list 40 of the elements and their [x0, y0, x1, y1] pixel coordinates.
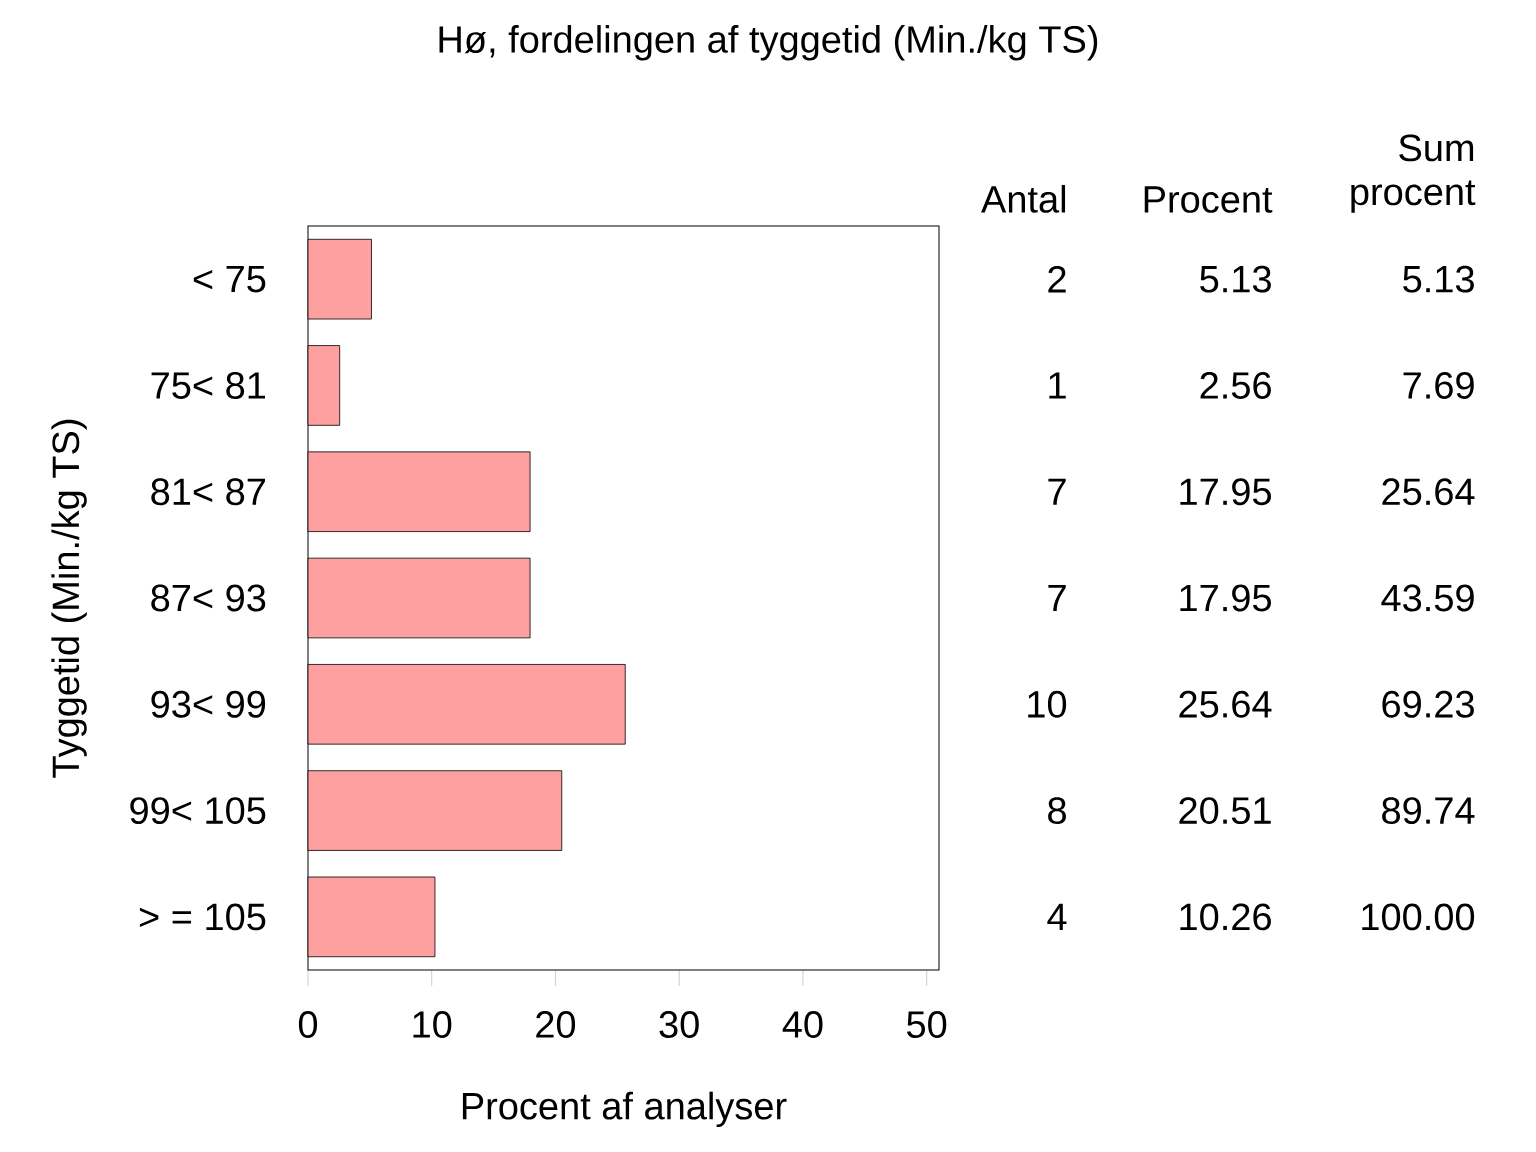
text: Procent	[1144, 186, 1273, 213]
data-label: 20.51	[1179, 797, 1271, 825]
text: Sum procent	[1351, 134, 1476, 213]
y-tick-label: 93< 99	[151, 690, 266, 718]
text: Antal	[981, 184, 1066, 213]
x-tick-label: 0	[298, 1011, 318, 1038]
data-label: 17.95	[1180, 584, 1271, 612]
x-tick-label: 50	[907, 1011, 947, 1038]
data-label: 5.13	[1200, 265, 1271, 293]
text: 10	[1028, 690, 1067, 718]
y-tick-label: 99< 105	[130, 797, 266, 825]
text: 7	[1048, 478, 1066, 505]
data-label: 25.64	[1179, 690, 1272, 718]
y-tick-label: > = 105	[139, 903, 266, 931]
text: 25.64	[1382, 478, 1475, 506]
text: 7.69	[1403, 371, 1474, 399]
y-axis-title: Tyggetid (Min./kg TS)	[51, 419, 87, 778]
text: 4	[1047, 903, 1067, 930]
x-axis-title: Procent af analyser	[462, 1091, 787, 1128]
text: 43.59	[1381, 584, 1474, 612]
text: 7	[1048, 584, 1066, 612]
y-tick-label: < 75	[193, 265, 266, 293]
text: 89.74	[1382, 797, 1475, 825]
text: 69.23	[1382, 690, 1474, 718]
x-tick-label: 30	[659, 1011, 699, 1038]
chart-title: Hø, fordelingen af tyggetid (Min./kg TS)	[439, 25, 1098, 61]
x-tick-label: 10	[413, 1011, 452, 1038]
text: 2	[1048, 265, 1066, 293]
y-tick-label: 87< 93	[151, 584, 266, 612]
x-tick-label: 40	[782, 1011, 823, 1038]
data-label: 17.95	[1180, 478, 1271, 506]
text: 5.13	[1403, 265, 1474, 293]
y-tick-label: 75< 81	[151, 371, 266, 399]
y-tick-label: 81< 87	[151, 478, 265, 506]
text: 1	[1049, 372, 1066, 399]
data-label: 10.26	[1180, 903, 1271, 931]
text: 100.00	[1362, 903, 1475, 931]
x-tick-label: 20	[536, 1011, 576, 1038]
text: 8	[1048, 797, 1066, 825]
data-label: 2.56	[1200, 371, 1271, 399]
